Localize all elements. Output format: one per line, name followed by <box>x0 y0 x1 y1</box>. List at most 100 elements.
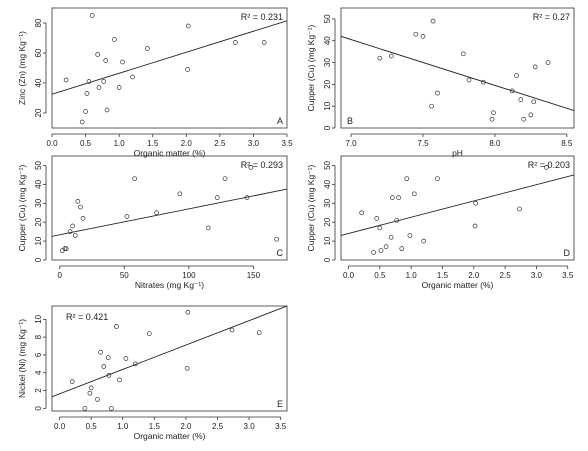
data-point <box>144 46 150 51</box>
panel-letter: A <box>277 116 283 126</box>
data-point <box>89 13 95 18</box>
x-tick-label: 0.0 <box>46 139 58 148</box>
y-tick-label: 10 <box>34 236 43 245</box>
data-point <box>528 112 534 118</box>
y-tick-label: 30 <box>323 198 332 207</box>
y-tick-label: 50 <box>34 160 43 169</box>
x-tick-label: 8.5 <box>561 139 573 148</box>
x-axis-title: Organic matter (%) <box>134 148 206 158</box>
panel-e: 0.0 0.5 1.0 1.5 2.0 2.5 3.0 3.5 0 2 4 6 8 10 Organic m… <box>17 305 288 441</box>
y-tick-label: 50 <box>323 14 332 23</box>
data-point <box>101 364 107 369</box>
panel-a: 0.0 0.5 1.0 1.5 2.0 2.5 3.0 3.5 20 40 60 80 Organic … <box>17 7 293 158</box>
data-point <box>72 233 78 238</box>
data-point <box>518 97 524 102</box>
x-tick-label: 150 <box>247 271 261 280</box>
data-point <box>124 214 130 219</box>
x-tick-label: 1.5 <box>149 422 161 431</box>
panel-c: 0 50 100 150 0 10 20 30 40 50 Nitrates (mg Kg⁻¹) Cu… <box>17 155 288 290</box>
y-axis-title: Nickel (Ni) (mg Kg⁻¹) <box>17 319 27 398</box>
x-tick-label: 1.5 <box>437 271 449 280</box>
data-point <box>75 199 81 204</box>
data-point <box>378 248 384 253</box>
r-squared-label: R² = 0.421 <box>66 312 108 322</box>
y-axis-title: Cupper (Cu) (mg Kg⁻¹) <box>306 25 316 112</box>
x-tick-label: 2.0 <box>468 271 480 280</box>
data-point <box>80 216 86 221</box>
y-tick-label: 4 <box>34 370 43 375</box>
data-point <box>514 73 519 78</box>
data-point <box>396 195 401 200</box>
x-tick-label: 3.5 <box>562 271 574 280</box>
plot-frame <box>51 305 288 412</box>
x-tick-label: 0 <box>58 271 63 280</box>
data-point <box>244 195 250 200</box>
r-squared-label: R² = 0.293 <box>241 160 283 170</box>
data-point <box>420 34 426 39</box>
data-point <box>429 103 434 109</box>
y-tick-label: 50 <box>323 160 332 169</box>
y-tick-label: 30 <box>34 198 43 207</box>
data-point <box>106 373 112 378</box>
data-point <box>130 74 135 80</box>
data-point <box>86 79 92 84</box>
data-point <box>491 110 496 116</box>
data-point <box>466 77 472 83</box>
data-point <box>359 210 365 216</box>
data-point <box>532 64 538 70</box>
data-point <box>248 164 254 170</box>
panel-letter: C <box>277 248 284 258</box>
data-point <box>101 79 107 84</box>
data-point <box>229 327 235 333</box>
data-point <box>109 405 114 411</box>
data-point <box>404 176 410 182</box>
data-point <box>205 225 211 231</box>
y-tick-label: 30 <box>323 58 332 67</box>
data-point <box>421 238 427 244</box>
data-point <box>390 195 395 200</box>
data-point <box>88 385 94 391</box>
x-axis-title: Organic matter (%) <box>422 280 494 290</box>
x-tick-label: 1.5 <box>147 139 159 148</box>
data-point <box>232 40 238 45</box>
regression-line <box>52 188 287 237</box>
data-point <box>481 79 486 85</box>
data-point <box>544 164 549 170</box>
x-tick-label: 3.5 <box>275 422 287 431</box>
x-tick-label: 2.5 <box>500 271 512 280</box>
y-tick-label: 80 <box>34 18 43 27</box>
data-point <box>435 90 440 96</box>
data-point <box>185 309 191 315</box>
data-point <box>531 99 537 105</box>
r-squared-label: R² = 0.27 <box>533 12 570 22</box>
data-point <box>83 109 88 114</box>
x-tick-label: 1.0 <box>114 139 126 148</box>
x-tick-label: 2.5 <box>214 139 226 148</box>
data-point <box>407 233 413 238</box>
y-tick-label: 20 <box>34 217 43 226</box>
x-axis-title: Nitrates (mg Kg⁻¹) <box>135 280 204 290</box>
data-point <box>132 176 137 182</box>
x-tick-label: 50 <box>120 271 129 280</box>
data-point <box>413 31 419 37</box>
data-point <box>87 390 93 396</box>
data-point <box>256 330 262 336</box>
data-point <box>105 355 111 360</box>
data-point <box>411 191 417 197</box>
data-point <box>509 88 515 94</box>
y-tick-label: 6 <box>34 352 43 357</box>
x-axis-title: Organic matter (%) <box>134 431 206 441</box>
data-point <box>261 40 267 45</box>
x-tick-label: 0.5 <box>374 271 386 280</box>
data-point <box>473 200 479 206</box>
regression-line <box>341 174 574 236</box>
data-point <box>96 85 102 90</box>
x-tick-label: 8.0 <box>489 139 501 148</box>
data-point <box>69 379 75 384</box>
y-tick-label: 40 <box>34 78 43 87</box>
data-point <box>430 18 436 24</box>
data-point <box>517 206 522 212</box>
data-point <box>521 116 527 122</box>
data-point <box>377 225 383 231</box>
y-tick-label: 8 <box>34 334 43 339</box>
